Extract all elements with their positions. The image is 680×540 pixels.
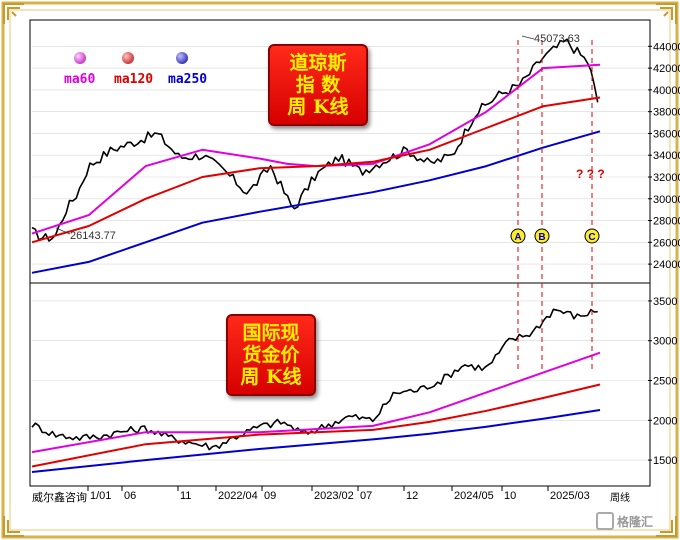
watermark-logo-icon [596,512,614,530]
dow-badge-line-1: 道琼斯 [289,52,347,74]
dow-ytick-label-7: 38000 [653,107,680,119]
xtick-label-6: 07 [360,490,372,502]
marker-label-B: B [538,232,545,243]
corner-tl [3,3,24,24]
gold-title-badge: 国际现 货金价 周 K线 [226,314,316,396]
legend-ma120: ma120 [114,72,154,87]
dow-ytick-label-3: 30000 [653,194,680,206]
xtick-label-3: 2022/04 [218,490,258,502]
marker-label-A: A [514,232,521,243]
xtick-label-9: 10 [504,490,516,502]
inner-border [9,9,671,531]
legend-ma60: ma60 [64,72,96,87]
marker-circle-A [510,228,526,244]
xtick-label-8: 2024/05 [454,490,494,502]
xtick-label-7: 12 [406,490,418,502]
question-marks: ? ? ? [576,167,605,181]
gold-ytick-label-1: 2000 [653,415,677,427]
gold-ytick-label-4: 3500 [653,296,677,308]
dow-low-pointer [55,227,71,235]
xtick-label-4: 09 [264,490,276,502]
dow-series-price [31,38,599,242]
footer-weekly-label: 周线 [610,493,630,504]
footer-source: 威尔鑫咨询 [32,492,87,504]
gold-badge-line-2: 货金价 [242,344,300,366]
gold-series-ma120 [31,383,601,468]
gold-badge-line-3: 周 K线 [240,366,302,388]
legend-ball-ma60 [74,52,86,64]
gold-series-ma60 [31,351,601,454]
dow-badge-line-2: 指 数 [295,74,341,96]
dow-ytick-label-9: 42000 [653,63,680,75]
dow-ytick-label-0: 24000 [653,259,680,271]
gold-badge-line-1: 国际现 [242,322,300,344]
watermark-text: 格隆汇 [617,514,654,529]
dow-series-ma120 [31,96,601,244]
dow-ytick-label-2: 28000 [653,216,680,228]
legend-ball-ma120 [122,52,134,64]
dow-ytick-label-6: 36000 [653,128,680,140]
dow-badge-line-3: 周 K线 [287,96,349,118]
corner-tr [656,3,677,24]
dow-ytick-label-4: 32000 [653,172,680,184]
marker-label-C: C [588,232,595,243]
gold-ytick-label-0: 1500 [653,455,677,467]
dow-ytick-label-10: 44000 [653,41,680,53]
dow-ytick-label-1: 26000 [653,237,680,249]
gold-ytick-label-3: 3000 [653,336,677,348]
dow-series-ma60 [31,63,601,235]
dow-low-label: 26143.77 [70,230,116,242]
gold-ytick-label-2: 2500 [653,376,677,388]
dow-title-badge: 道琼斯 指 数 周 K线 [268,44,368,126]
dow-ytick-label-5: 34000 [653,150,680,162]
dow-high-pointer [521,35,535,40]
dow-ytick-label-8: 40000 [653,85,680,97]
corner-bl [3,516,24,537]
xtick-label-2: 11 [180,490,191,502]
dow-high-label: 45073.63 [534,33,580,45]
marker-circle-C [584,228,600,244]
legend-ball-ma250 [176,52,188,64]
xtick-label-10: 2025/03 [550,490,590,502]
marker-circle-B [534,228,550,244]
corner-br [656,516,677,537]
xtick-label-5: 2023/02 [314,490,354,502]
legend-ma250: ma250 [168,72,208,87]
xtick-label-1: 06 [124,490,136,502]
dow-series-ma250 [31,130,601,274]
gold-series-ma250 [31,409,601,473]
watermark: 格隆汇 [596,512,653,530]
xtick-label-0: 1/01 [90,490,111,502]
bottom-panel [29,282,651,487]
